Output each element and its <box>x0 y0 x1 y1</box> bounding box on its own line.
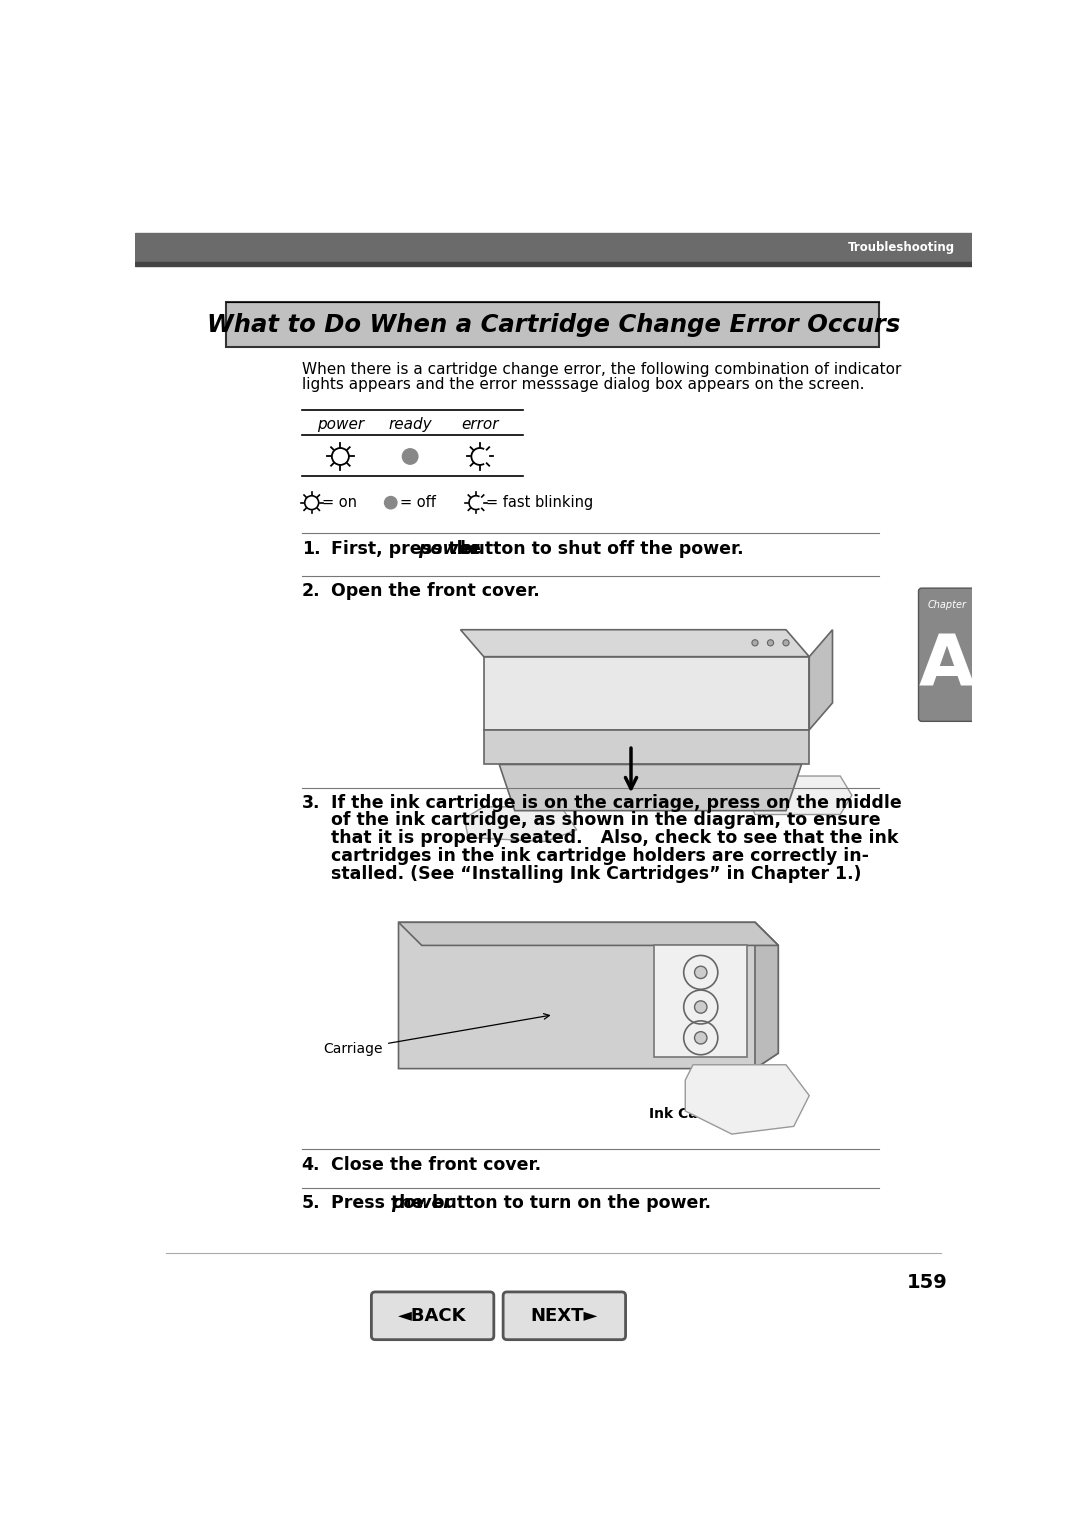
Polygon shape <box>747 777 852 815</box>
Text: 159: 159 <box>906 1273 947 1291</box>
Text: ◄BACK: ◄BACK <box>399 1306 467 1325</box>
Polygon shape <box>809 630 833 729</box>
Circle shape <box>752 639 758 645</box>
Text: power: power <box>418 540 478 557</box>
Text: button to shut off the power.: button to shut off the power. <box>454 540 743 557</box>
Text: 5.: 5. <box>301 1195 321 1212</box>
Polygon shape <box>460 630 809 656</box>
Polygon shape <box>399 922 779 1068</box>
Text: Chapter: Chapter <box>928 600 967 610</box>
Bar <box>654 946 747 1058</box>
Text: What to Do When a Cartridge Change Error Occurs: What to Do When a Cartridge Change Error… <box>207 313 900 337</box>
Text: cartridges in the ink cartridge holders are correctly in-: cartridges in the ink cartridge holders … <box>332 847 869 865</box>
Polygon shape <box>484 656 809 729</box>
FancyBboxPatch shape <box>503 1293 625 1340</box>
Text: = on: = on <box>322 494 356 510</box>
Text: Troubleshooting: Troubleshooting <box>848 241 955 255</box>
Circle shape <box>384 496 397 508</box>
Text: error: error <box>461 417 499 432</box>
FancyBboxPatch shape <box>372 1293 494 1340</box>
Polygon shape <box>464 807 577 841</box>
Text: power: power <box>392 1195 453 1212</box>
Bar <box>135 262 972 266</box>
Circle shape <box>694 1032 707 1044</box>
Polygon shape <box>399 922 779 946</box>
Polygon shape <box>685 1065 809 1134</box>
Text: 2.: 2. <box>301 581 321 600</box>
Text: = fast blinking: = fast blinking <box>486 494 593 510</box>
Text: = off: = off <box>400 494 436 510</box>
Text: Ink Cartridge: Ink Cartridge <box>649 1108 753 1122</box>
Text: of the ink cartridge, as shown in the diagram, to ensure: of the ink cartridge, as shown in the di… <box>332 812 880 830</box>
Text: A: A <box>919 632 975 700</box>
Text: power: power <box>316 417 364 432</box>
FancyBboxPatch shape <box>918 588 975 722</box>
Text: stalled. (See “Installing Ink Cartridges” in Chapter 1.): stalled. (See “Installing Ink Cartridges… <box>332 865 862 882</box>
Polygon shape <box>755 922 779 1068</box>
Text: 3.: 3. <box>301 794 320 812</box>
Text: Open the front cover.: Open the front cover. <box>332 581 540 600</box>
Text: ready: ready <box>389 417 432 432</box>
Text: button to turn on the power.: button to turn on the power. <box>426 1195 711 1212</box>
Circle shape <box>768 639 773 645</box>
Text: First, press the: First, press the <box>332 540 487 557</box>
Bar <box>227 302 879 346</box>
Circle shape <box>694 1001 707 1013</box>
Circle shape <box>694 966 707 978</box>
Circle shape <box>783 639 789 645</box>
Text: 4.: 4. <box>301 1155 320 1173</box>
Text: Carriage: Carriage <box>324 1013 550 1056</box>
Text: If the ink cartridge is on the carriage, press on the middle: If the ink cartridge is on the carriage,… <box>332 794 902 812</box>
Polygon shape <box>484 729 809 765</box>
Text: Close the front cover.: Close the front cover. <box>332 1155 541 1173</box>
Polygon shape <box>499 765 801 810</box>
Bar <box>135 233 972 262</box>
Text: that it is properly seated.   Also, check to see that the ink: that it is properly seated. Also, check … <box>332 829 899 847</box>
Text: lights appears and the error messsage dialog box appears on the screen.: lights appears and the error messsage di… <box>301 377 864 392</box>
Text: NEXT►: NEXT► <box>530 1306 598 1325</box>
Text: 1.: 1. <box>301 540 321 557</box>
Circle shape <box>403 449 418 464</box>
Text: When there is a cartridge change error, the following combination of indicator: When there is a cartridge change error, … <box>301 362 901 377</box>
Text: Press the: Press the <box>332 1195 430 1212</box>
